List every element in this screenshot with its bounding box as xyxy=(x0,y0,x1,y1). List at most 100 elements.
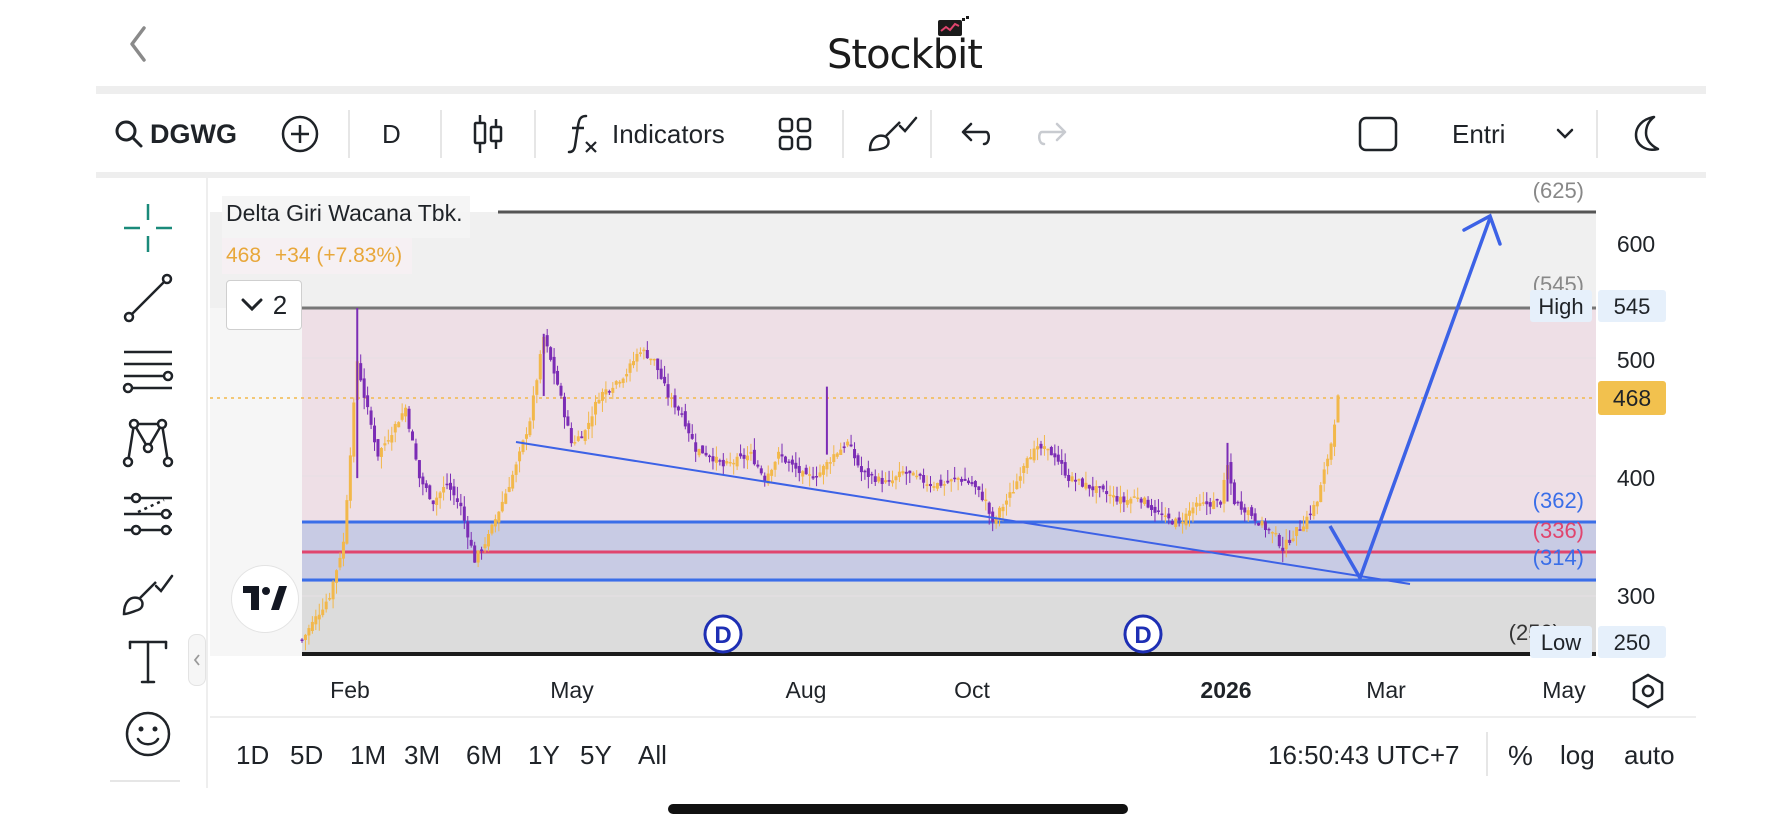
crosshair-icon[interactable] xyxy=(120,200,176,256)
fullscreen-toggle[interactable] xyxy=(1358,96,1398,172)
low-label-badge xyxy=(1530,626,1592,658)
trend-line-icon[interactable] xyxy=(120,270,176,326)
interval-button[interactable]: D xyxy=(382,96,401,172)
candle-body xyxy=(908,470,912,474)
candle-body xyxy=(607,391,611,393)
range-5d-button[interactable]: 5D xyxy=(290,740,324,770)
auto-scale-toggle[interactable]: auto xyxy=(1624,740,1675,770)
time-tick-feb: Feb xyxy=(330,677,370,703)
percent-scale-toggle[interactable]: % xyxy=(1508,740,1533,771)
back-chevron-icon[interactable] xyxy=(130,22,170,66)
redo-button[interactable] xyxy=(1036,96,1068,172)
header-divider xyxy=(96,86,1706,94)
candle-body xyxy=(590,416,594,427)
level-label-314: (314) xyxy=(1533,545,1584,570)
candle-body xyxy=(448,482,452,490)
candle-body xyxy=(1029,457,1033,460)
fib-retracement-icon[interactable] xyxy=(120,342,176,398)
candle-body xyxy=(766,473,770,484)
emoji-sticker-icon[interactable] xyxy=(120,706,176,762)
candle-body xyxy=(659,368,663,379)
drawing-templates-button[interactable] xyxy=(866,96,918,172)
candle-body xyxy=(587,422,591,429)
range-1d-button[interactable]: 1D xyxy=(236,740,270,770)
toolbar-divider xyxy=(348,110,350,158)
candle-body xyxy=(846,441,850,446)
axis-settings-icon[interactable] xyxy=(1632,673,1664,709)
dividend-marker[interactable]: D xyxy=(703,614,743,654)
candle-body xyxy=(963,478,967,481)
candle-body xyxy=(490,524,494,534)
candle-body xyxy=(904,471,908,474)
candle-body xyxy=(1194,502,1198,507)
candle-body xyxy=(1188,510,1192,516)
candle-body xyxy=(1084,482,1088,489)
tradingview-logo[interactable] xyxy=(232,566,298,632)
dividend-marker[interactable]: D xyxy=(1123,614,1163,654)
log-scale-toggle[interactable]: log xyxy=(1560,740,1595,770)
candle-body xyxy=(1118,496,1122,504)
candle-body xyxy=(411,431,415,441)
candle-body xyxy=(348,455,352,501)
candle-body xyxy=(400,413,404,420)
candle-body xyxy=(562,396,566,418)
candle-body xyxy=(680,413,684,415)
candle-body xyxy=(1039,443,1043,449)
brush-tool-icon[interactable] xyxy=(120,564,176,620)
dividend-marker-label: D xyxy=(1134,622,1151,649)
compare-symbol-button[interactable] xyxy=(280,96,320,172)
candle-body xyxy=(328,598,332,600)
symbol-search-button[interactable]: DGWG xyxy=(114,96,237,172)
chart-clock[interactable]: 16:50:43 UTC+7 xyxy=(1268,740,1460,770)
candle-body xyxy=(859,466,863,473)
candle-body xyxy=(818,472,822,477)
candle-body xyxy=(594,401,598,415)
entry-select[interactable]: Entri xyxy=(1452,96,1574,172)
candle-body xyxy=(638,352,642,354)
range-6m-button[interactable]: 6M xyxy=(466,740,503,770)
range-all-button[interactable]: All xyxy=(638,740,667,770)
candle-body xyxy=(794,462,798,469)
rail-collapse-handle[interactable] xyxy=(188,634,206,686)
candle-body xyxy=(1163,515,1167,517)
candle-body xyxy=(376,439,380,457)
candle-body xyxy=(1036,446,1040,450)
candle-body xyxy=(839,449,843,455)
forecast-tool-icon[interactable] xyxy=(120,486,176,542)
candle-body xyxy=(756,464,760,467)
candle-body xyxy=(1153,506,1157,513)
pattern-xabcd-icon[interactable] xyxy=(120,414,176,470)
price-tick-500: 500 xyxy=(1617,347,1655,373)
candle-body xyxy=(666,384,670,398)
layout-grid-button[interactable] xyxy=(778,96,812,172)
candle-body xyxy=(1315,501,1319,507)
chart-type-button[interactable] xyxy=(472,96,504,172)
theme-toggle[interactable] xyxy=(1630,96,1664,172)
candle-body xyxy=(877,476,881,482)
range-1y-button[interactable]: 1Y xyxy=(528,740,560,770)
range-5y-button[interactable]: 5Y xyxy=(580,740,612,770)
chart-toolbar: DGWG D Indicators xyxy=(96,96,1706,172)
candle-body xyxy=(714,456,718,463)
candle-body xyxy=(321,609,325,616)
candle-body xyxy=(1067,474,1071,481)
text-tool-icon[interactable] xyxy=(120,634,176,690)
candle-body xyxy=(1077,479,1081,481)
legend-collapse-button[interactable]: 2 xyxy=(226,280,302,330)
undo-button[interactable] xyxy=(960,96,992,172)
candle-body xyxy=(386,440,390,442)
candle-body xyxy=(770,469,774,476)
candle-body xyxy=(953,477,957,480)
candle-body xyxy=(1219,501,1223,505)
candle-body xyxy=(1018,476,1022,481)
drawing-tool-rail xyxy=(96,178,208,788)
candle-body xyxy=(331,581,335,600)
candle-body xyxy=(1132,496,1136,498)
candle-body xyxy=(566,416,570,426)
range-1m-button[interactable]: 1M xyxy=(350,740,387,770)
time-tick-oct: Oct xyxy=(954,677,990,703)
indicators-button[interactable]: Indicators xyxy=(566,96,725,172)
range-3m-button[interactable]: 3M xyxy=(404,740,441,770)
candle-body xyxy=(1322,469,1326,484)
